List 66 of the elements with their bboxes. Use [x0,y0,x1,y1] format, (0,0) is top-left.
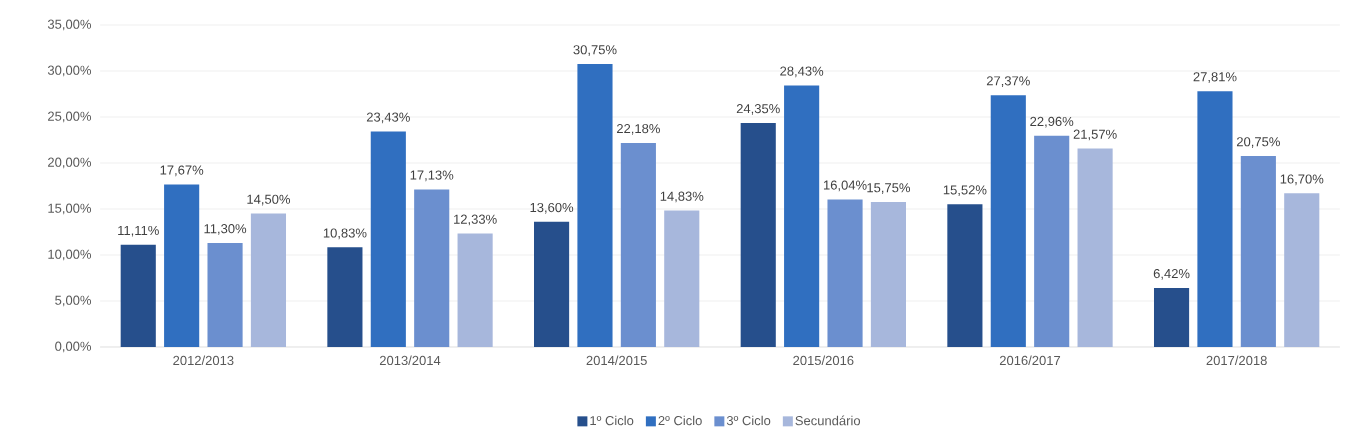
bar [827,199,863,347]
x-tick-label: 2014/2015 [586,355,647,366]
data-label: 15,52% [943,185,987,197]
bar [1077,148,1113,347]
x-tick-label: 2012/2013 [173,355,234,366]
bar [207,243,243,347]
data-label: 30,75% [573,45,617,56]
x-tick-label: 2015/2016 [793,355,854,366]
data-label: 21,57% [1073,129,1117,141]
bar [577,64,613,347]
data-label: 28,43% [780,66,824,78]
x-tick-label: 2017/2018 [1206,355,1267,366]
bar [784,85,820,347]
bar [1240,156,1276,347]
data-label: 15,75% [867,183,911,194]
legend-label: 1º Ciclo [590,415,634,426]
bar [370,131,406,347]
bar [1153,287,1190,347]
bar [1197,91,1233,347]
bar [947,204,983,347]
data-label: 17,67% [160,165,204,177]
bar [534,221,570,347]
data-label: 11,11% [118,225,159,237]
bar [664,210,700,347]
y-tick-label: 35,00% [47,19,92,31]
legend-label: Secundário [795,415,861,426]
bar [457,233,493,347]
bar [120,244,156,347]
data-label: 27,81% [1193,72,1237,83]
bar [414,189,450,347]
data-label: 16,04% [823,180,867,192]
data-label: 10,83% [323,228,367,240]
data-label: 6,42% [1153,268,1190,280]
x-tick-label: 2016/2017 [999,355,1061,366]
data-label: 16,70% [1280,174,1324,186]
data-label: 27,37% [986,76,1030,87]
y-tick-label: 10,00% [48,249,92,261]
data-label: 11,30% [204,224,247,235]
data-label: 14,83% [660,191,704,203]
legend-label: 3º Ciclo [726,415,771,426]
y-tick-label: 30,00% [47,65,92,77]
bar [327,247,363,347]
legend-label: 2º Ciclo [658,415,702,426]
y-tick-label: 20,00% [48,157,92,169]
y-tick-label: 25,00% [48,111,92,123]
data-label: 14,50% [247,194,291,206]
bar [620,142,656,347]
x-tick-label: 2013/2014 [379,355,441,366]
bar [1284,193,1320,347]
bar [740,122,776,347]
data-label: 13,60% [530,202,574,214]
data-label: 22,96% [1030,116,1074,128]
data-label: 22,18% [616,123,660,135]
data-label: 12,33% [454,214,497,226]
data-label: 20,75% [1236,137,1280,148]
bar [164,184,200,347]
data-label: 17,13% [410,170,454,182]
bar [1034,135,1070,347]
bar [870,202,906,347]
data-label: 23,43% [366,112,410,124]
y-tick-label: 15,00% [48,203,92,215]
bar [990,95,1026,347]
data-label: 24,35% [736,104,780,115]
bar [250,213,287,347]
y-tick-label: 0,00% [55,341,92,353]
y-tick-label: 5,00% [55,295,92,307]
